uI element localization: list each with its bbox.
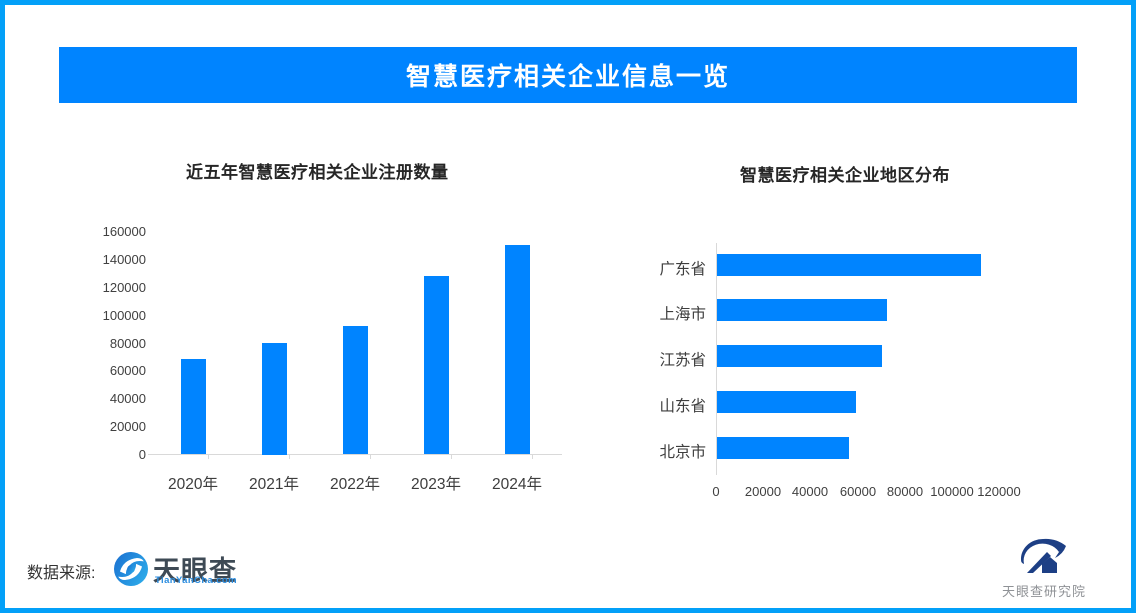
region-bar xyxy=(717,345,882,367)
x-axis-category-label: 2022年 xyxy=(330,476,380,493)
header-banner: 智慧医疗相关企业信息一览 xyxy=(59,47,1077,103)
y-axis-tick-mark xyxy=(716,470,717,475)
x-axis-tick-mark xyxy=(208,454,209,459)
y-axis-tick-label: 120000 xyxy=(102,280,146,295)
y-axis-tick-label: 100000 xyxy=(102,308,146,323)
y-axis-tick-label: 60000 xyxy=(109,363,146,378)
column-bar xyxy=(505,245,530,454)
y-axis-category-label: 北京市 xyxy=(659,444,706,461)
y-axis-tick-label: 140000 xyxy=(102,252,146,267)
data-source-label: 数据来源: xyxy=(27,565,96,582)
y-axis-tick-label: 40000 xyxy=(109,391,146,406)
x-axis-category-label: 2023年 xyxy=(411,476,461,493)
x-axis-category-label: 2021年 xyxy=(249,476,299,493)
research-institute-name: 天眼查研究院 xyxy=(1001,584,1086,599)
x-axis-category-label: 2020年 xyxy=(168,476,218,493)
right-chart-title: 智慧医疗相关企业地区分布 xyxy=(740,166,950,185)
y-axis-category-label: 山东省 xyxy=(659,398,706,415)
y-axis-tick-label: 20000 xyxy=(109,419,146,434)
x-axis-tick-label: 120000 xyxy=(977,484,1021,499)
left-chart-title: 近五年智慧医疗相关企业注册数量 xyxy=(186,163,449,182)
x-axis-tick-label: 40000 xyxy=(791,484,829,499)
tianyancha-eye-icon xyxy=(114,552,148,591)
x-axis-tick-mark xyxy=(532,454,533,459)
page-title: 智慧医疗相关企业信息一览 xyxy=(405,63,730,91)
region-bar xyxy=(717,391,856,413)
region-bar xyxy=(717,437,849,459)
y-axis-tick-label: 0 xyxy=(138,447,146,462)
tianyancha-name: 天眼查 xyxy=(153,556,237,586)
region-bar xyxy=(717,299,887,321)
region-bar xyxy=(717,254,981,276)
tianyancha-domain: TianYanCha.com xyxy=(155,575,237,586)
column-bar xyxy=(181,359,206,454)
y-axis-tick-label: 160000 xyxy=(102,224,146,239)
y-axis-category-label: 江苏省 xyxy=(659,352,706,369)
x-axis-line xyxy=(148,454,562,455)
x-axis-tick-mark xyxy=(370,454,371,459)
x-axis-category-label: 2024年 xyxy=(492,476,542,493)
research-institute-logo: 天眼查研究院 xyxy=(1000,537,1088,599)
column-bar xyxy=(343,326,368,454)
x-axis-tick-label: 20000 xyxy=(744,484,782,499)
x-axis-tick-label: 80000 xyxy=(886,484,924,499)
y-axis-category-label: 上海市 xyxy=(659,306,706,323)
x-axis-tick-label: 60000 xyxy=(839,484,877,499)
research-institute-mark-icon xyxy=(1019,537,1067,584)
y-axis-category-label: 广东省 xyxy=(659,261,706,278)
y-axis-tick-label: 80000 xyxy=(109,336,146,351)
column-bar xyxy=(424,276,449,454)
tianyancha-logo: 天眼查 TianYanCha.com xyxy=(114,551,264,591)
x-axis-tick-label: 100000 xyxy=(930,484,974,499)
x-axis-tick-mark xyxy=(289,454,290,459)
x-axis-tick-label: 0 xyxy=(712,484,720,499)
y-axis-line xyxy=(716,243,717,470)
x-axis-tick-mark xyxy=(451,454,452,459)
column-bar xyxy=(262,343,287,455)
